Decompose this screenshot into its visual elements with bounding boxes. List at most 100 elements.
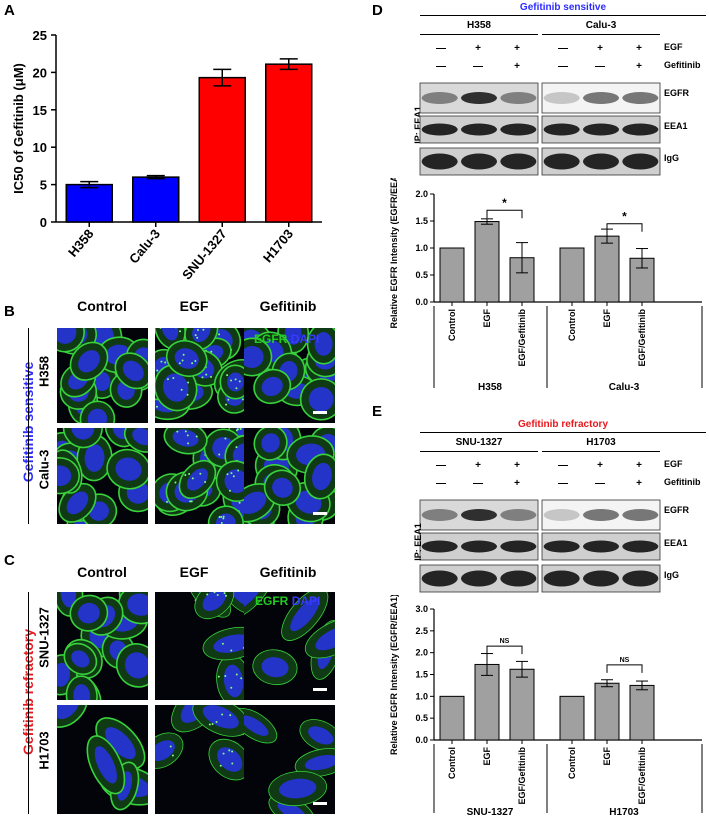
panel-label-e: E xyxy=(372,403,383,420)
egfr-puncta xyxy=(176,430,179,433)
y-axis-label: IC50 of Gefitinib (μM) xyxy=(11,63,26,194)
blot-band xyxy=(500,540,537,553)
gefitinib-row-label: Gefitinib xyxy=(664,477,701,487)
band-label-egfr: EGFR xyxy=(664,88,690,98)
cell-nucleus xyxy=(261,376,283,397)
y-tick-label: 0.5 xyxy=(415,270,428,280)
egfr-puncta xyxy=(225,594,228,597)
y-axis-label: Relative EGFR Intensity (EGFR/EEA1) xyxy=(389,595,399,755)
stain-legend-b: EGFR DAPI xyxy=(254,332,319,346)
y-tick-label: 1.5 xyxy=(415,670,428,680)
cell-nucleus xyxy=(57,662,71,687)
egfr-puncta xyxy=(172,377,175,380)
egfr-puncta xyxy=(159,328,162,329)
panel-label-b: B xyxy=(4,303,15,320)
blot-band xyxy=(461,570,497,587)
y-tick-label: 2.0 xyxy=(415,189,428,199)
cell-nucleus xyxy=(228,592,245,607)
gefitinib-sign: + xyxy=(636,61,642,72)
cell-line-label: Calu-3 xyxy=(585,20,617,31)
cell-nucleus xyxy=(78,350,100,373)
egfr-puncta xyxy=(224,437,227,440)
cell-nucleus xyxy=(94,746,118,784)
bar xyxy=(439,247,465,303)
blot-band xyxy=(543,153,580,170)
egfr-puncta xyxy=(197,329,200,332)
significance-bracket xyxy=(486,209,523,219)
egfr-puncta xyxy=(232,475,235,478)
cell-nucleus xyxy=(60,592,77,608)
col-header-control: Control xyxy=(77,298,127,314)
stain-legend-c: EGFR DAPI xyxy=(255,594,320,608)
gefitinib-row-label: Gefitinib xyxy=(664,60,701,70)
gefitinib-sign: + xyxy=(514,478,520,489)
egfr-puncta xyxy=(238,501,241,504)
egfr-puncta xyxy=(218,333,221,336)
blot-band xyxy=(461,540,497,553)
x-tick-label: Control xyxy=(567,747,577,779)
egfr-puncta xyxy=(237,469,240,472)
egfr-puncta xyxy=(174,481,177,484)
panel-label-c: C xyxy=(4,552,15,569)
gefitinib-sign: + xyxy=(514,61,520,72)
y-tick-label: 25 xyxy=(33,28,47,43)
x-tick-label: Control xyxy=(447,309,457,341)
gefitinib-sign: + xyxy=(636,478,642,489)
egfr-puncta xyxy=(186,434,189,437)
cell-nucleus xyxy=(71,428,95,440)
cell-nucleus xyxy=(223,664,244,698)
egfr-puncta xyxy=(240,677,243,680)
egfr-puncta xyxy=(222,517,225,520)
bar xyxy=(594,682,620,741)
egfr-puncta xyxy=(226,473,229,476)
y-axis-label: Relative EGFR Intensity (EGFR/EEA1) xyxy=(389,178,399,329)
y-tick-label: 15 xyxy=(33,103,47,118)
cell-nucleus xyxy=(213,634,245,653)
legend-dapi: DAPI xyxy=(291,594,321,608)
blot-band xyxy=(461,509,497,521)
cell-nucleus xyxy=(132,428,148,446)
cell-nucleus xyxy=(66,491,89,515)
gefitinib-sign: — xyxy=(473,61,483,72)
egfr-puncta xyxy=(188,472,191,475)
y-tick-label: 1.0 xyxy=(415,691,428,701)
col-header-gefitinib: Gefitinib xyxy=(259,298,317,314)
blot-title: Gefitinib refractory xyxy=(517,419,609,430)
y-tick-label: 0.0 xyxy=(415,735,428,745)
egfr-puncta xyxy=(166,378,169,381)
cell-nucleus xyxy=(57,705,79,720)
egfr-puncta xyxy=(171,754,174,757)
blot-band xyxy=(461,92,497,104)
egfr-puncta xyxy=(213,592,216,594)
micrograph-B0-0 xyxy=(57,328,148,423)
blot-band xyxy=(421,123,458,136)
egfr-puncta xyxy=(201,376,204,379)
egf-row-label: EGF xyxy=(664,459,683,469)
egfr-puncta xyxy=(227,398,230,401)
band-label-igg: IgG xyxy=(664,570,679,580)
legend-dapi: DAPI xyxy=(290,332,320,346)
cell-nucleus xyxy=(232,443,245,464)
y-tick-label: 20 xyxy=(33,65,47,80)
col-header-gefitinib: Gefitinib xyxy=(259,564,317,580)
bar-calu-3 xyxy=(132,176,180,223)
gefitinib-sign: — xyxy=(595,61,605,72)
band-label-egfr: EGFR xyxy=(664,505,690,515)
x-tick-label: EGF/Gefitinib xyxy=(637,308,647,366)
cell-nucleus xyxy=(244,715,269,736)
egf-sign: — xyxy=(436,43,446,54)
cell-nucleus xyxy=(105,727,136,760)
egf-sign: — xyxy=(558,43,568,54)
cell-nucleus xyxy=(272,477,293,498)
significance-mark: * xyxy=(502,196,507,210)
egf-sign: + xyxy=(597,460,603,471)
egf-sign: — xyxy=(558,460,568,471)
egfr-puncta xyxy=(217,675,220,678)
egfr-puncta xyxy=(234,378,237,381)
egfr-puncta xyxy=(187,442,190,445)
cell-nucleus xyxy=(202,705,239,729)
egfr-puncta xyxy=(165,500,168,503)
egfr-puncta xyxy=(226,374,229,377)
egfr-puncta xyxy=(223,592,226,595)
egfr-puncta xyxy=(218,515,221,518)
